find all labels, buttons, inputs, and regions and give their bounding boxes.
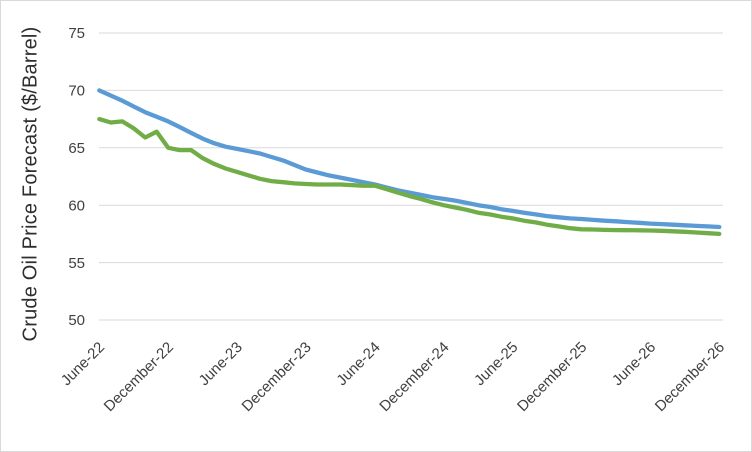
x-axis-tick-label: December-26 [652, 339, 728, 415]
x-axis-tick-label: December-23 [239, 339, 315, 415]
series-line-blue [97, 88, 722, 230]
y-axis-tick-label: 55 [68, 255, 85, 272]
series-line-green [97, 116, 722, 237]
y-axis-tick-label: 60 [68, 197, 85, 214]
y-axis-tick-label: 50 [68, 312, 85, 329]
x-axis-tick-label: December-25 [514, 339, 590, 415]
x-axis-tick-label: June-24 [333, 339, 383, 389]
y-axis-tick-label: 75 [68, 25, 85, 42]
x-axis-tick-label: June-26 [609, 339, 659, 389]
x-axis-tick-label: June-23 [196, 339, 246, 389]
x-axis-tick-label: December-22 [101, 339, 177, 415]
x-axis-tick-label: June-25 [471, 339, 521, 389]
y-axis-tick-label: 65 [68, 140, 85, 157]
x-axis-tick-label: June-22 [58, 339, 108, 389]
x-axis-tick-label: December-24 [376, 339, 452, 415]
y-axis-tick-label: 70 [68, 83, 85, 100]
